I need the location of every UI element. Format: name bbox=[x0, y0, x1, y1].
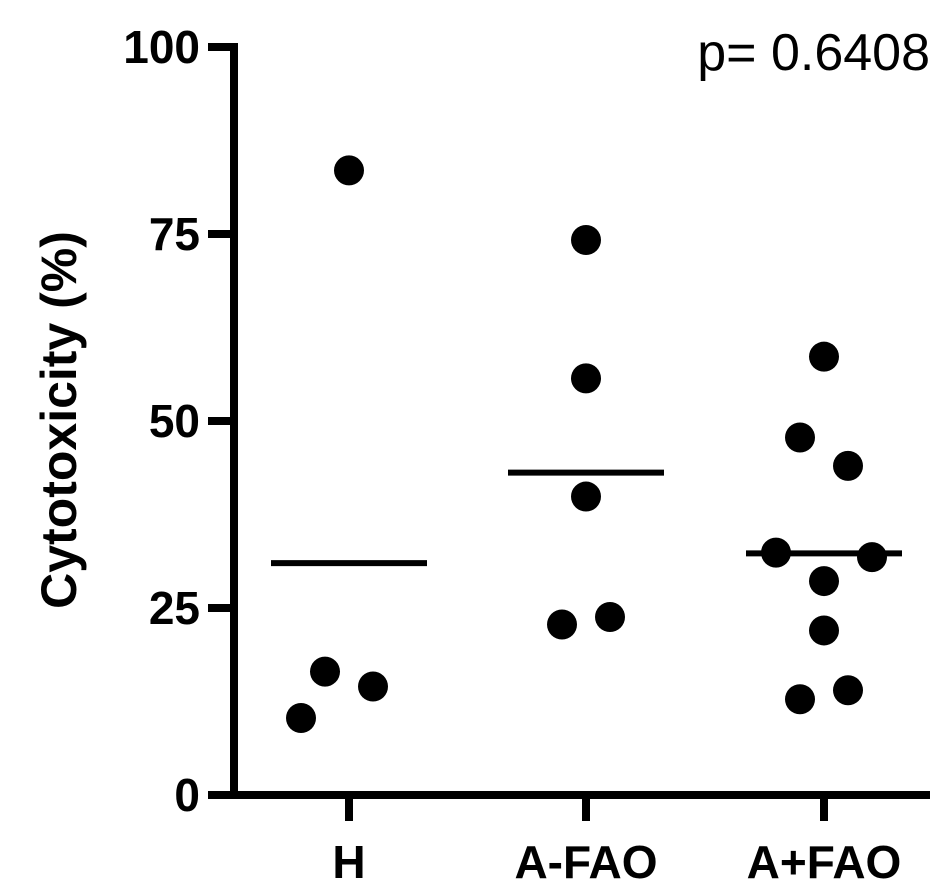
data-point bbox=[286, 702, 316, 733]
p-value-annotation: p= 0.6408 bbox=[697, 24, 930, 82]
x-ticks: H A-FAO A+FAO bbox=[332, 795, 901, 884]
data-point bbox=[833, 675, 863, 706]
x-tick-label: A+FAO bbox=[747, 836, 902, 884]
data-point bbox=[547, 609, 577, 640]
data-point bbox=[809, 566, 839, 597]
data-point bbox=[809, 341, 839, 372]
axes bbox=[230, 43, 930, 799]
data-point bbox=[334, 155, 364, 186]
data-point bbox=[595, 601, 625, 632]
y-ticks: 0 25 50 75 100 bbox=[123, 21, 234, 821]
data-point bbox=[571, 224, 601, 255]
data-point bbox=[571, 363, 601, 394]
y-tick-label: 50 bbox=[149, 395, 200, 447]
y-tick-label: 25 bbox=[149, 582, 200, 634]
data-point bbox=[857, 542, 887, 573]
y-tick-label: 75 bbox=[149, 208, 200, 260]
x-tick-label: H bbox=[332, 836, 365, 884]
y-tick-label: 100 bbox=[123, 21, 200, 73]
data-point bbox=[833, 450, 863, 481]
x-tick-label: A-FAO bbox=[514, 836, 657, 884]
y-axis-label: Cytotoxicity (%) bbox=[31, 231, 87, 609]
data-point bbox=[809, 615, 839, 646]
data-point bbox=[358, 671, 388, 702]
data-point bbox=[310, 656, 340, 687]
data-points bbox=[286, 155, 887, 733]
data-point bbox=[761, 537, 791, 568]
data-point bbox=[571, 481, 601, 512]
data-point bbox=[785, 684, 815, 715]
y-tick-label: 0 bbox=[174, 769, 200, 821]
data-point bbox=[785, 422, 815, 453]
